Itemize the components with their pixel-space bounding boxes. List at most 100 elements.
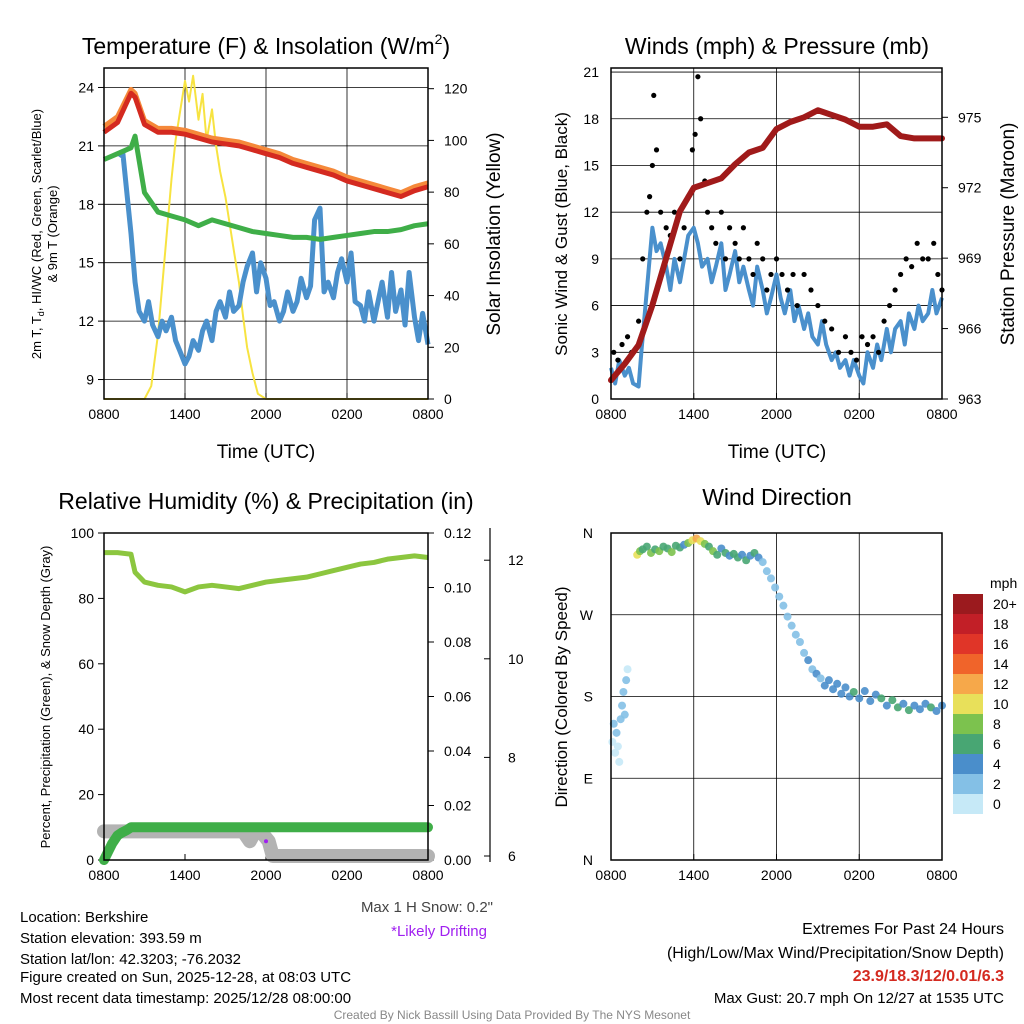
gust-point bbox=[653, 147, 660, 153]
y2-tick-label: 966 bbox=[958, 321, 982, 337]
gust-point bbox=[754, 240, 760, 246]
gust-point bbox=[829, 326, 835, 332]
humidity-ylabel: Percent, Precipitation (Green), & Snow D… bbox=[38, 546, 53, 849]
direction-point bbox=[766, 574, 775, 583]
gust-point bbox=[822, 318, 828, 324]
series-station-pressure bbox=[608, 107, 945, 384]
gust-point bbox=[848, 349, 854, 355]
gust-point bbox=[835, 349, 842, 355]
series-9m-t bbox=[102, 86, 429, 196]
y2-tick-label: 120 bbox=[444, 81, 468, 97]
colorbar-swatch bbox=[953, 734, 983, 754]
x-tick-label: 0800 bbox=[412, 406, 443, 422]
direction-point bbox=[613, 742, 622, 751]
plot-frame bbox=[103, 532, 429, 861]
gust-point bbox=[881, 318, 887, 324]
direction-point bbox=[787, 621, 796, 630]
direction-point bbox=[904, 706, 913, 715]
extremes-title: Extremes For Past 24 Hours bbox=[802, 921, 1004, 938]
y2-tick-label: 60 bbox=[444, 236, 460, 252]
direction-point bbox=[758, 558, 767, 567]
direction-point bbox=[611, 748, 620, 757]
y-tick-label: 40 bbox=[78, 721, 94, 737]
credit: Created By Nick Bassill Using Data Provi… bbox=[334, 1008, 691, 1022]
direction-point bbox=[816, 674, 825, 683]
direction-point bbox=[882, 701, 891, 710]
colorbar-swatch bbox=[953, 714, 983, 734]
y2-tick-label: 0.10 bbox=[444, 580, 471, 596]
gust-point bbox=[931, 240, 937, 246]
direction-point bbox=[795, 638, 804, 646]
direction-point bbox=[779, 601, 788, 610]
direction-point bbox=[667, 548, 676, 557]
gust-point bbox=[727, 225, 733, 231]
recent-timestamp: Most recent data timestamp: 2025/12/28 0… bbox=[20, 990, 351, 1007]
plot-frame bbox=[610, 67, 943, 400]
temperature-ylabel: 2m T, Td, HI/WC (Red, Green, Scarlet/Blu… bbox=[29, 109, 46, 359]
x-tick-label: 0200 bbox=[844, 406, 875, 422]
y2-tick-label: 0.08 bbox=[444, 634, 471, 650]
colorbar: mph 20+ 18 16 14 12 10 8 6 4 2 0 bbox=[953, 575, 1017, 814]
y-tick-label: 18 bbox=[78, 196, 94, 212]
gust-point bbox=[681, 225, 687, 231]
direction-point bbox=[833, 679, 842, 688]
y-tick-label: 9 bbox=[591, 251, 599, 267]
direction-point bbox=[860, 687, 869, 696]
gust-point bbox=[875, 349, 882, 355]
max-gust: Max Gust: 20.7 mph On 12/27 at 1535 UTC bbox=[714, 990, 1004, 1007]
x-tick-label: 1400 bbox=[169, 406, 200, 422]
direction-point bbox=[899, 699, 908, 708]
x-tick-label: 0800 bbox=[926, 867, 957, 883]
direction-point bbox=[619, 687, 628, 696]
y2-tick-label: 40 bbox=[444, 288, 460, 304]
y-tick-label: 12 bbox=[78, 313, 94, 329]
snow-tick-label: 8 bbox=[508, 749, 516, 765]
x-tick-label: 2000 bbox=[250, 406, 281, 422]
gust-point bbox=[651, 92, 657, 99]
y-tick-label: 20 bbox=[78, 787, 94, 803]
colorbar-label: 0 bbox=[993, 796, 1001, 812]
direction-point bbox=[609, 719, 618, 728]
y-tick-label: 6 bbox=[591, 298, 599, 314]
gust-point bbox=[615, 357, 621, 363]
gust-point bbox=[864, 341, 871, 348]
direction-point bbox=[775, 592, 784, 601]
x-tick-label: 0800 bbox=[88, 867, 119, 883]
colorbar-label: 16 bbox=[993, 636, 1009, 652]
y-tick-label: 60 bbox=[78, 656, 94, 672]
series-sonic-wind bbox=[609, 225, 944, 389]
gust-point bbox=[644, 209, 650, 215]
y-tick-label: 21 bbox=[583, 64, 599, 80]
x-tick-label: 0200 bbox=[331, 406, 362, 422]
gust-point bbox=[611, 349, 617, 355]
winds-title: Winds (mph) & Pressure (mb) bbox=[625, 33, 929, 59]
y2-tick-label: 0.04 bbox=[444, 743, 471, 759]
gust-point bbox=[635, 318, 642, 324]
series-hi-wc bbox=[118, 151, 431, 367]
y-tick-label: 24 bbox=[78, 79, 94, 95]
drifting-marker bbox=[264, 839, 268, 844]
direction-point bbox=[855, 694, 864, 703]
gust-point bbox=[760, 256, 766, 262]
gust-point bbox=[790, 271, 796, 278]
x-tick-label: 2000 bbox=[761, 867, 792, 883]
colorbar-swatch bbox=[953, 654, 983, 674]
direction-point bbox=[620, 710, 629, 719]
plot-0: 0800 1400 2000 0200 0800 9 12 15 18 21 24 0 20 40 60 80… bbox=[78, 67, 468, 422]
direction-point bbox=[866, 697, 875, 706]
direction-point bbox=[738, 550, 747, 559]
drifting-label: *Likely Drifting bbox=[391, 923, 487, 940]
gust-point bbox=[914, 240, 920, 246]
y-tick-label: W bbox=[580, 607, 594, 623]
y2-tick-label: 0 bbox=[444, 391, 452, 407]
y2-tick-label: 975 bbox=[958, 109, 982, 125]
direction-point bbox=[622, 676, 631, 685]
colorbar-swatch bbox=[953, 674, 983, 694]
x-tick-label: 0800 bbox=[88, 406, 119, 422]
gust-point bbox=[640, 256, 646, 262]
colorbar-label: 20+ bbox=[993, 596, 1017, 612]
x-tick-label: 0800 bbox=[595, 867, 626, 883]
direction-point bbox=[762, 567, 771, 576]
y-tick-label: S bbox=[584, 689, 593, 705]
